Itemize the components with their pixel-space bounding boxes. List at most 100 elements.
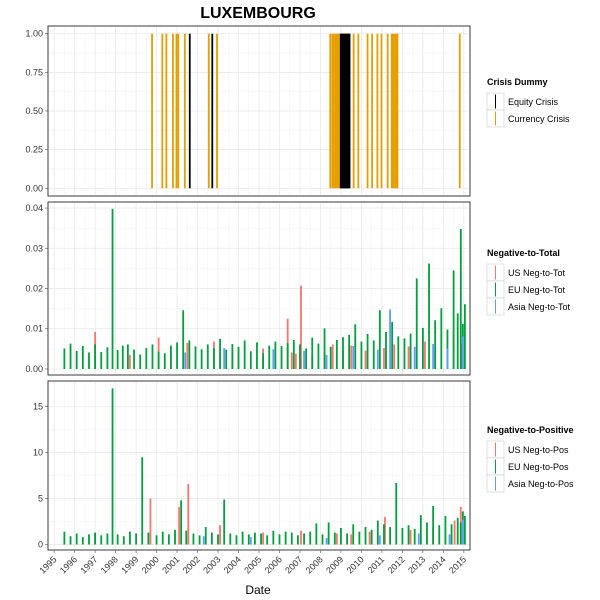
bar bbox=[419, 515, 422, 545]
bar bbox=[331, 33, 334, 189]
bar bbox=[75, 533, 78, 545]
bar bbox=[372, 340, 375, 369]
bar bbox=[249, 537, 252, 545]
bar bbox=[333, 532, 336, 545]
bar bbox=[396, 33, 399, 189]
legend-label: US Neg-to-Pos bbox=[508, 445, 569, 455]
series-asia-neg-to-tot bbox=[184, 309, 464, 369]
bar bbox=[342, 337, 344, 369]
bar bbox=[456, 517, 459, 545]
bar bbox=[63, 348, 66, 369]
legend-label: Currency Crisis bbox=[508, 114, 570, 124]
bar bbox=[100, 352, 103, 369]
bar bbox=[432, 344, 435, 369]
bar bbox=[94, 344, 97, 369]
bar bbox=[450, 524, 453, 545]
bar bbox=[151, 33, 153, 189]
bar bbox=[323, 328, 326, 369]
bar bbox=[187, 483, 190, 545]
bar bbox=[94, 532, 97, 545]
bar bbox=[174, 529, 176, 545]
bar bbox=[390, 33, 393, 189]
bar bbox=[100, 535, 103, 545]
bar bbox=[335, 339, 338, 369]
bar bbox=[157, 351, 160, 369]
legend-title: Negative-to-Total bbox=[487, 248, 560, 258]
y-tick-label: 10 bbox=[33, 448, 43, 458]
bar bbox=[177, 33, 180, 189]
bar bbox=[395, 33, 398, 189]
panel-1: 0.00 0.25 0.50 0.75 1.00 bbox=[25, 25, 471, 197]
bar bbox=[440, 308, 443, 369]
bar bbox=[407, 525, 410, 545]
bar bbox=[350, 534, 353, 545]
bar bbox=[178, 506, 181, 545]
x-tick-label: 1996 bbox=[58, 554, 79, 575]
bar bbox=[376, 33, 379, 189]
bar bbox=[223, 499, 226, 545]
bar bbox=[391, 321, 394, 369]
bar bbox=[397, 336, 400, 369]
bar bbox=[167, 534, 170, 545]
x-tick-label: 2006 bbox=[263, 554, 284, 575]
y-tick-label: 0 bbox=[38, 539, 43, 549]
y-tick-label: 0.75 bbox=[25, 67, 43, 77]
bar bbox=[461, 519, 464, 545]
bar bbox=[452, 270, 455, 369]
bar bbox=[417, 533, 420, 545]
legend-label: Equity Crisis bbox=[508, 97, 559, 107]
bar bbox=[376, 349, 379, 369]
bar bbox=[292, 339, 295, 369]
bar bbox=[378, 310, 381, 369]
bar bbox=[392, 33, 395, 189]
panel-2: 0.00 0.01 0.02 0.03 0.04 bbox=[25, 201, 471, 376]
bar bbox=[186, 342, 189, 369]
legends: Crisis Dummy Equity Crisis Currency Crisis… bbox=[486, 77, 574, 493]
x-tick-label: 1995 bbox=[37, 554, 58, 575]
bar bbox=[383, 524, 385, 545]
bar bbox=[297, 535, 299, 545]
bar bbox=[254, 532, 256, 545]
bar bbox=[149, 498, 152, 545]
y-tick-label: 1.00 bbox=[25, 29, 43, 39]
bar bbox=[88, 352, 90, 369]
legend-label: Asia Neg-to-Tot bbox=[508, 302, 571, 312]
bar bbox=[225, 349, 228, 369]
bar bbox=[183, 33, 186, 189]
y-tick-label: 0.04 bbox=[25, 203, 43, 213]
bar bbox=[384, 516, 386, 545]
bar bbox=[371, 33, 373, 189]
bar bbox=[192, 533, 195, 545]
bar bbox=[434, 320, 437, 369]
bar bbox=[274, 341, 277, 369]
bar bbox=[334, 33, 337, 189]
bar bbox=[395, 482, 398, 545]
bar bbox=[116, 534, 119, 545]
y-tick-label: 0.00 bbox=[25, 364, 43, 374]
bar bbox=[165, 33, 168, 189]
bar bbox=[315, 523, 318, 545]
bar bbox=[223, 348, 226, 369]
x-tick-label: 2002 bbox=[181, 554, 202, 575]
bar bbox=[163, 353, 166, 369]
bar bbox=[141, 457, 144, 545]
bar bbox=[211, 33, 214, 189]
bar bbox=[444, 516, 447, 545]
bar bbox=[106, 347, 109, 369]
bar bbox=[300, 285, 302, 369]
bar bbox=[206, 344, 209, 369]
bar bbox=[161, 33, 164, 189]
bar bbox=[463, 516, 466, 545]
legend-1: Crisis Dummy Equity Crisis Currency Crisis bbox=[486, 77, 570, 128]
bar bbox=[237, 346, 240, 369]
bar bbox=[145, 348, 148, 369]
bar bbox=[219, 338, 221, 369]
chart-panels: 0.00 0.25 0.50 0.75 1.00 0.00 0.01 0.02 0.03 0.04… bbox=[25, 25, 471, 551]
x-tick-label: 1999 bbox=[119, 554, 140, 575]
bar bbox=[409, 333, 412, 369]
bar bbox=[348, 334, 351, 369]
bar bbox=[284, 531, 287, 545]
bar bbox=[354, 324, 357, 369]
bar bbox=[229, 533, 232, 545]
bar bbox=[393, 344, 396, 369]
